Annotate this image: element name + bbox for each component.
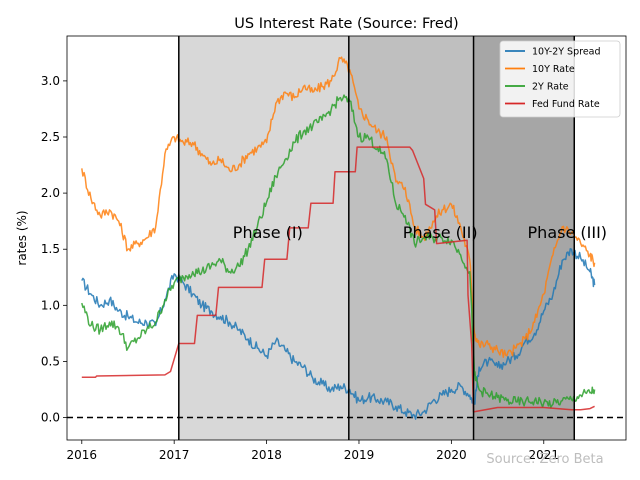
legend-box: [499, 40, 621, 118]
y-tick-label-0-5: 0.5: [41, 354, 60, 368]
phase-shade-2: [348, 36, 474, 440]
series-line-2y-rate: [81, 94, 596, 409]
legend: 10Y-2Y Spread 10Y Rate 2Y Rate Fed Fund Rat…: [499, 40, 621, 118]
x-tick-label-2018: 2018: [251, 448, 282, 462]
x-tick-label-2019: 2019: [344, 448, 375, 462]
legend-label-10y-rate: 10Y Rate: [532, 64, 575, 75]
chart-title: US Interest Rate (Source: Fred): [234, 16, 458, 32]
series-line-10y-rate: [81, 56, 596, 358]
phase-shade-1: [178, 36, 349, 440]
plot-frame: [66, 35, 627, 441]
series-line-fed-fund-rate: [81, 146, 595, 413]
x-tick-label-2021: 2021: [528, 448, 559, 462]
watermark: Source: Zero Beta: [486, 452, 603, 467]
y-tick-label-1-0: 1.0: [41, 298, 60, 312]
y-tick-label-2-5: 2.5: [41, 130, 60, 144]
y-axis: 0.0 0.5 1.0 1.5 2.0 2.5 3.0: [41, 74, 67, 425]
y-tick-label-2-0: 2.0: [41, 186, 60, 200]
x-tick-label-2017: 2017: [159, 448, 190, 462]
legend-label-10y-2y-spread: 10Y-2Y Spread: [532, 47, 601, 58]
phase-shades: [178, 36, 575, 440]
phase-label-1: Phase (I): [233, 223, 303, 242]
x-axis: 2016 2017 2018 2019 2020 2021: [67, 440, 559, 462]
phase-label-2: Phase (II): [403, 223, 478, 242]
y-tick-label-0-0: 0.0: [41, 411, 60, 425]
series-layer: [81, 56, 596, 420]
phase-labels: Phase (I) Phase (II) Phase (III): [233, 223, 607, 242]
legend-label-fed-fund-rate: Fed Fund Rate: [532, 99, 600, 110]
y-axis-label: rates (%): [15, 210, 29, 265]
legend-label-2y-rate: 2Y Rate: [532, 82, 569, 93]
y-tick-label-1-5: 1.5: [41, 242, 60, 256]
x-tick-label-2020: 2020: [436, 448, 467, 462]
x-tick-label-2016: 2016: [67, 448, 98, 462]
y-tick-label-3-0: 3.0: [41, 74, 60, 88]
phase-label-3: Phase (III): [528, 223, 608, 242]
